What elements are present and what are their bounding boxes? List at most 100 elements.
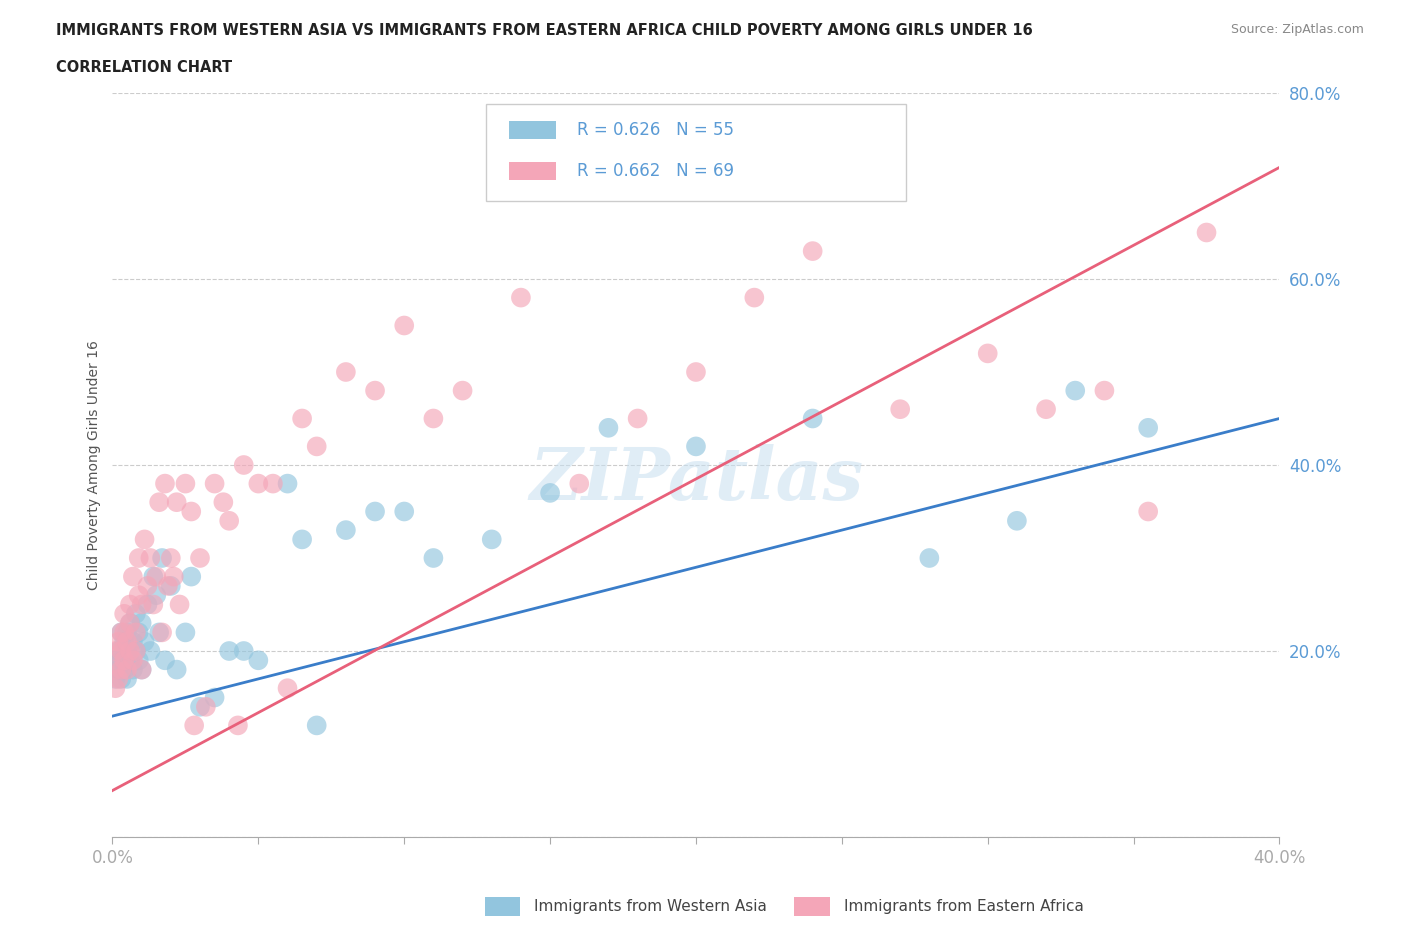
Point (166, 495, 188, 510)
Point (118, 616, 141, 631)
Point (801, 244, 824, 259)
Point (122, 662, 145, 677)
Point (139, 644, 162, 658)
Point (174, 476, 197, 491)
Point (364, 504, 387, 519)
Point (1064, 383, 1087, 398)
Point (115, 662, 138, 677)
Point (148, 495, 170, 510)
Point (136, 578, 159, 593)
Point (232, 458, 254, 472)
Point (598, 420, 620, 435)
Point (115, 671, 138, 686)
Point (918, 551, 941, 565)
Point (131, 597, 153, 612)
Point (128, 653, 150, 668)
Point (128, 588, 150, 603)
Point (1137, 420, 1160, 435)
Point (112, 634, 135, 649)
Point (131, 662, 153, 677)
Point (218, 644, 240, 658)
Point (122, 569, 145, 584)
Point (145, 588, 167, 603)
Point (128, 625, 150, 640)
Point (107, 634, 129, 649)
Point (801, 411, 824, 426)
Text: CORRELATION CHART: CORRELATION CHART (56, 60, 232, 75)
Point (107, 644, 129, 658)
Point (125, 606, 148, 621)
Point (538, 485, 561, 500)
Point (422, 411, 444, 426)
Point (1005, 513, 1028, 528)
Text: Immigrants from Eastern Africa: Immigrants from Eastern Africa (844, 899, 1084, 914)
Point (160, 551, 183, 565)
Point (218, 513, 240, 528)
Point (188, 699, 211, 714)
Point (118, 597, 141, 612)
Point (142, 597, 165, 612)
Point (685, 365, 707, 379)
Point (115, 625, 138, 640)
Y-axis label: Child Poverty Among Girls Under 16: Child Poverty Among Girls Under 16 (87, 340, 101, 590)
Point (139, 551, 162, 565)
Point (976, 346, 998, 361)
FancyBboxPatch shape (509, 162, 555, 180)
Point (107, 662, 129, 677)
Point (276, 476, 298, 491)
Point (169, 597, 191, 612)
Point (232, 644, 254, 658)
Point (291, 411, 314, 426)
Point (180, 504, 202, 519)
FancyBboxPatch shape (509, 121, 555, 140)
Point (122, 653, 145, 668)
Point (335, 365, 357, 379)
Point (166, 662, 188, 677)
Point (1035, 402, 1057, 417)
Point (110, 653, 132, 668)
Point (112, 606, 135, 621)
Point (110, 671, 132, 686)
Point (163, 569, 186, 584)
Point (131, 662, 153, 677)
Point (422, 551, 444, 565)
Text: ZIPatlas: ZIPatlas (529, 445, 863, 515)
Point (136, 597, 159, 612)
Point (118, 653, 141, 668)
Point (247, 653, 270, 668)
Point (180, 569, 202, 584)
Point (104, 662, 127, 677)
Point (626, 411, 648, 426)
Text: Immigrants from Western Asia: Immigrants from Western Asia (534, 899, 768, 914)
Point (156, 578, 179, 593)
Point (104, 681, 127, 696)
Point (247, 476, 270, 491)
Point (107, 671, 129, 686)
Point (128, 551, 150, 565)
Point (110, 662, 132, 677)
Point (291, 532, 314, 547)
Point (145, 569, 167, 584)
Point (142, 569, 165, 584)
Point (125, 625, 148, 640)
Point (204, 476, 226, 491)
Point (131, 616, 153, 631)
Point (134, 634, 156, 649)
Point (392, 318, 416, 333)
Point (148, 625, 170, 640)
Text: R = 0.626   N = 55: R = 0.626 N = 55 (576, 121, 734, 140)
Point (481, 532, 503, 547)
Point (335, 523, 357, 538)
Point (183, 718, 205, 733)
Point (160, 578, 183, 593)
Point (188, 551, 211, 565)
Point (153, 653, 176, 668)
Point (112, 662, 135, 677)
Point (276, 681, 298, 696)
Point (104, 671, 127, 686)
Point (115, 634, 138, 649)
Point (305, 439, 328, 454)
FancyBboxPatch shape (486, 104, 905, 201)
Point (1195, 225, 1218, 240)
Point (104, 644, 127, 658)
